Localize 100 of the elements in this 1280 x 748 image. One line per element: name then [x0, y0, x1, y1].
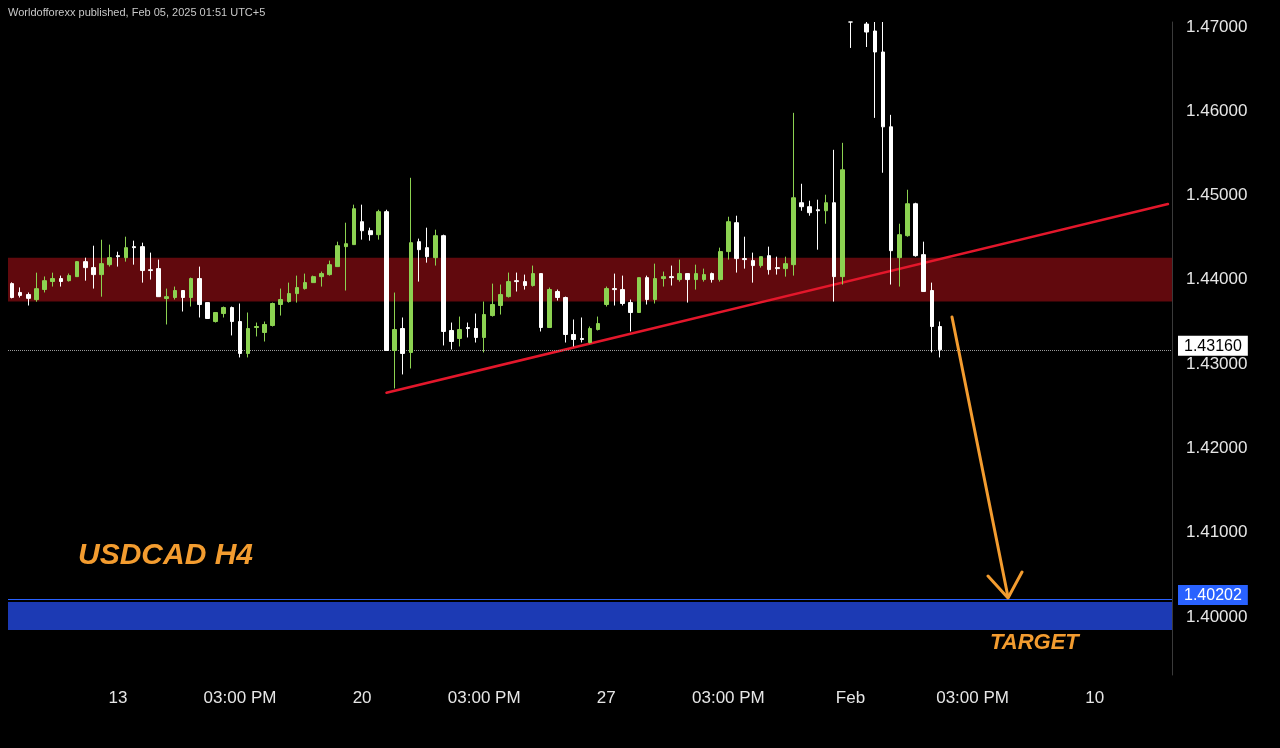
x-tick-label: 10	[1085, 688, 1105, 707]
candlestick	[580, 316, 584, 344]
candlestick	[531, 265, 535, 288]
x-tick-label: Feb	[835, 688, 866, 707]
candlestick	[295, 275, 299, 304]
x-tick-label: 03:00 PM	[936, 688, 1009, 707]
candlestick	[400, 316, 405, 375]
candlestick	[181, 290, 185, 313]
candlestick	[246, 312, 250, 358]
candlestick	[148, 252, 153, 281]
ref-line-label: 1.40202	[1184, 586, 1242, 604]
candlestick	[604, 286, 609, 308]
candlestick	[539, 273, 543, 332]
candlestick	[694, 264, 698, 291]
candlestick	[26, 291, 31, 307]
candlestick	[653, 263, 657, 305]
candlestick	[335, 241, 340, 268]
candlestick	[221, 306, 226, 318]
candlestick	[547, 287, 552, 329]
candlestick	[832, 149, 836, 303]
candlestick	[490, 283, 495, 318]
candlestick	[344, 222, 348, 292]
x-tick-label: 03:00 PM	[447, 688, 521, 707]
candlestick	[726, 216, 731, 261]
candlestick	[433, 229, 438, 267]
candlestick	[466, 322, 470, 338]
candlestick	[710, 272, 714, 284]
candlestick	[205, 302, 210, 319]
candlestick	[213, 312, 218, 324]
candlestick	[897, 223, 902, 288]
candlestick	[278, 288, 283, 317]
candlestick	[360, 204, 364, 241]
candlestick	[262, 321, 267, 343]
annotation: TARGET	[990, 628, 1081, 654]
candlestick	[759, 256, 763, 269]
candlestick	[816, 199, 820, 251]
y-tick-label: 1.46000	[1186, 100, 1248, 120]
candlestick	[588, 326, 592, 344]
candlestick	[751, 252, 755, 284]
candlestick	[864, 21, 869, 48]
candlestick	[99, 239, 104, 298]
candlestick	[889, 114, 893, 286]
candlestick	[124, 236, 128, 263]
candlestick	[523, 274, 527, 291]
candlestick	[873, 21, 877, 119]
x-tick-label: 03:00 PM	[691, 688, 765, 707]
candlestick	[563, 296, 568, 344]
candlestick	[930, 282, 934, 353]
candlestick	[514, 272, 519, 293]
candlestick	[791, 112, 796, 277]
y-tick-label: 1.40000	[1186, 606, 1248, 626]
candlestick	[457, 316, 462, 347]
candlestick	[661, 271, 666, 288]
candlestick	[140, 242, 145, 284]
candlestick	[368, 227, 373, 242]
candlestick	[59, 275, 63, 288]
candlestick	[34, 272, 39, 303]
y-tick-label: 1.42000	[1186, 438, 1248, 457]
candlestick	[83, 257, 88, 282]
candlestick	[156, 259, 161, 298]
candlestick	[677, 259, 682, 283]
candlestick	[67, 273, 71, 283]
candlestick	[807, 200, 812, 217]
y-tick-label: 1.41000	[1186, 522, 1248, 542]
candlestick	[718, 247, 723, 283]
chart-subtitle: Worldofforexx published, Feb 05, 2025 01:51 UTC+5	[8, 5, 266, 18]
candlestick	[555, 289, 560, 302]
candlestick	[376, 209, 381, 241]
candlestick	[50, 272, 55, 288]
candlestick	[238, 303, 242, 358]
candlestick	[107, 244, 112, 268]
candlestick	[116, 251, 120, 268]
x-tick-label: 20	[352, 688, 372, 707]
candlestick	[620, 275, 625, 307]
y-tick-label: 1.44000	[1186, 269, 1248, 289]
candlestick	[409, 177, 413, 369]
candlestick	[254, 322, 259, 337]
candlestick	[303, 273, 307, 291]
candlestick	[702, 268, 706, 283]
candlestick	[571, 319, 576, 347]
candlestick	[392, 292, 397, 389]
x-tick-label: 27	[596, 688, 616, 707]
annotation: USDCAD H4	[78, 536, 254, 570]
candlestick	[824, 194, 828, 225]
candlestick	[840, 142, 845, 286]
y-tick-label: 1.43000	[1186, 353, 1248, 373]
candlestick	[197, 266, 202, 318]
candlestick	[441, 234, 446, 346]
candlestick	[311, 275, 316, 284]
x-tick-label: 03:00 PM	[203, 688, 277, 707]
y-tick-label: 1.47000	[1186, 16, 1248, 36]
candlestick	[628, 299, 633, 332]
candlestick	[91, 245, 96, 290]
candlestick	[474, 313, 478, 344]
candlestick	[612, 273, 617, 307]
candlestick	[75, 260, 79, 278]
candlestick	[921, 241, 926, 293]
candlestick	[425, 227, 429, 264]
candlestick	[775, 256, 780, 276]
candlestick	[637, 277, 641, 314]
